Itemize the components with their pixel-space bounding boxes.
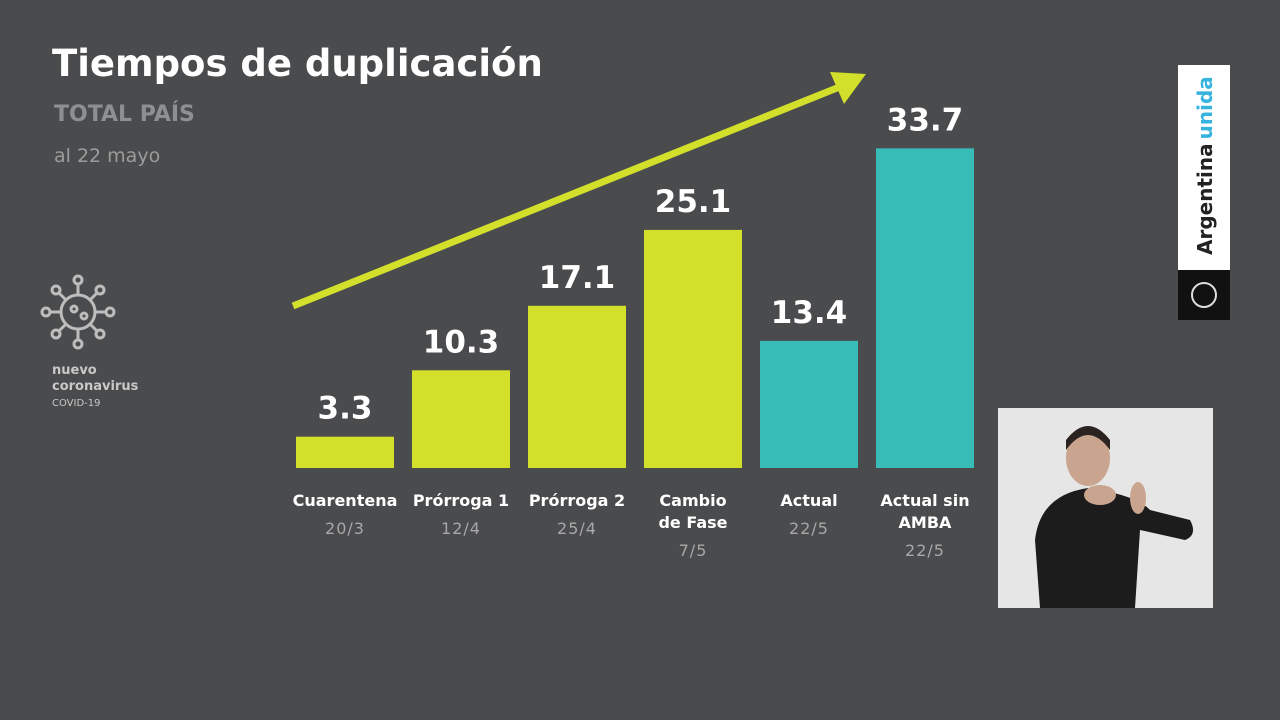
bar (760, 340, 858, 468)
x-date-label: 22/5 (789, 519, 829, 538)
value-label: 25.1 (655, 184, 732, 220)
brand-word: Argentina (1193, 143, 1217, 255)
x-tick-label: Actual (780, 491, 838, 510)
interpreter-video (998, 408, 1213, 608)
value-label: 13.4 (771, 295, 848, 331)
brand-word: unida (1193, 76, 1217, 139)
x-tick-label: Prórroga 1 (412, 491, 510, 510)
x-tick-label: Actual sin AMBA (880, 491, 970, 532)
value-label: 17.1 (539, 260, 616, 296)
brand-text: Argentina unida (1193, 76, 1217, 255)
bar (644, 229, 742, 468)
virus-icon (40, 274, 116, 350)
logo-text: COVID-19 (52, 398, 101, 409)
brand-box (1178, 65, 1230, 270)
x-tick-label: Cambio de Fase (658, 491, 728, 532)
x-date-label: 7/5 (678, 541, 708, 560)
x-date-label: 22/5 (905, 541, 945, 560)
bar (296, 436, 394, 468)
bar (412, 370, 510, 468)
subtitle: TOTAL PAÍS (54, 101, 195, 127)
chart-title: Tiempos de duplicación (52, 42, 543, 85)
x-date-label: 25/4 (557, 519, 597, 538)
value-label: 33.7 (887, 102, 964, 138)
logo-text: coronavirus (52, 379, 139, 394)
emblem-box (1178, 270, 1230, 320)
emblem (1191, 282, 1217, 308)
trend-arrow (291, 72, 866, 310)
date-note: al 22 mayo (54, 145, 160, 167)
bar (528, 305, 626, 468)
value-label: 3.3 (318, 391, 373, 427)
logo-text: nuevo (52, 363, 97, 378)
x-date-label: 12/4 (441, 519, 481, 538)
x-tick-label: Cuarentena (292, 491, 398, 510)
bar (876, 148, 974, 468)
value-label: 10.3 (423, 324, 500, 360)
x-date-label: 20/3 (325, 519, 365, 538)
x-tick-label: Prórroga 2 (528, 491, 626, 510)
